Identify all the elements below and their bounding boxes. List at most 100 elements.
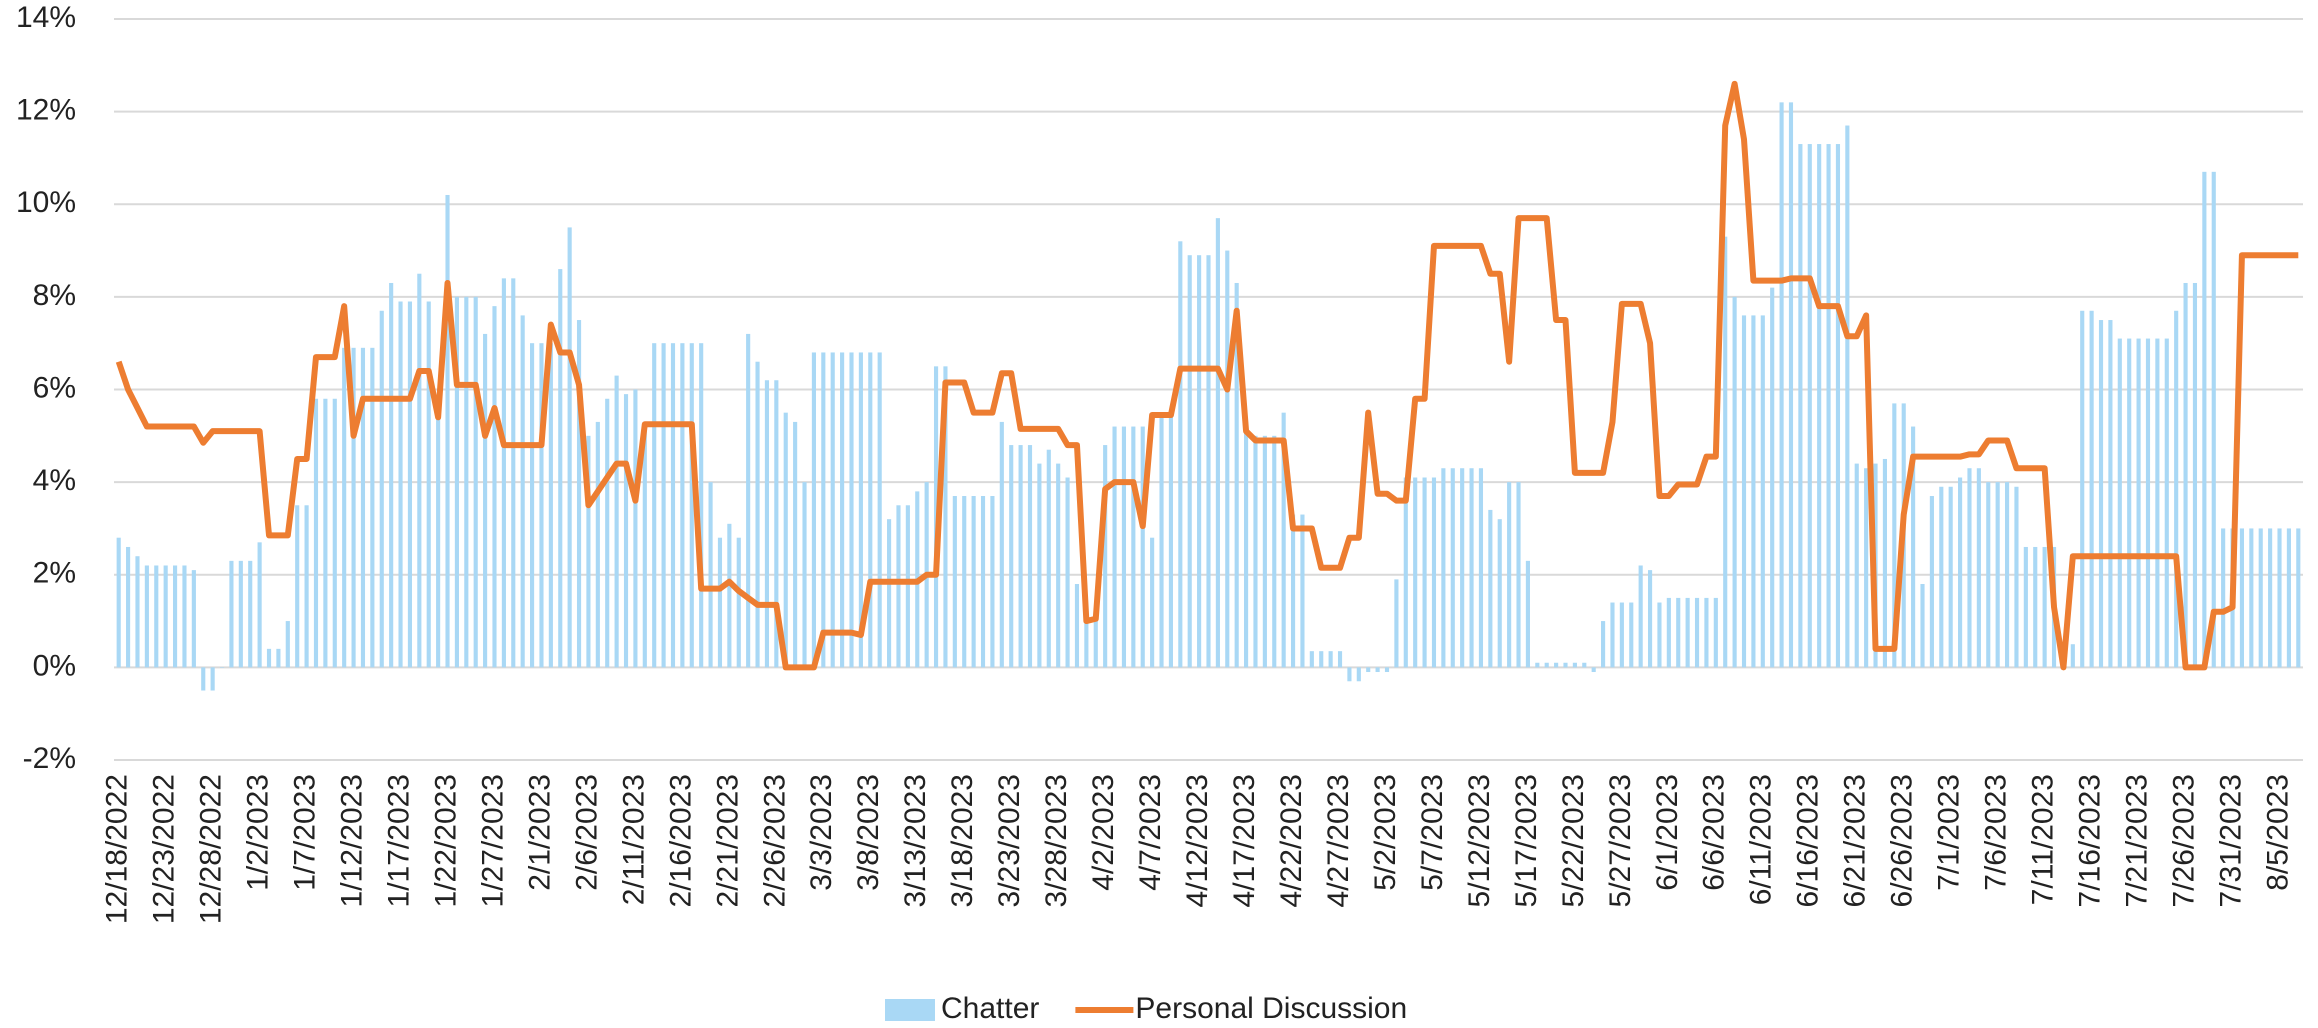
bar xyxy=(746,333,751,668)
x-tick-label: 7/31/2023 xyxy=(2214,774,2247,907)
bar xyxy=(436,412,441,668)
bar xyxy=(999,421,1004,668)
bar xyxy=(1986,482,1991,668)
bar xyxy=(1713,597,1718,668)
x-tick-label: 3/28/2023 xyxy=(1040,774,1073,907)
x-tick-label: 4/22/2023 xyxy=(1275,774,1308,907)
bar xyxy=(1159,412,1164,668)
bar xyxy=(426,301,431,668)
bar xyxy=(473,296,478,668)
bar xyxy=(154,565,159,668)
bar xyxy=(1629,602,1634,668)
bar xyxy=(811,352,816,668)
bar xyxy=(1591,667,1596,673)
bar xyxy=(821,352,826,668)
bar xyxy=(1657,602,1662,668)
bar xyxy=(1704,597,1709,668)
bar xyxy=(2202,171,2207,668)
bar xyxy=(201,667,206,691)
bar xyxy=(2192,282,2198,668)
bar xyxy=(1112,426,1117,668)
bar xyxy=(689,343,694,668)
legend-label: Personal Discussion xyxy=(1135,992,1407,1025)
bar xyxy=(1140,426,1145,668)
bar xyxy=(2004,482,2010,668)
x-tick-label: 1/12/2023 xyxy=(335,774,368,907)
x-tick-label: 7/11/2023 xyxy=(2027,774,2060,905)
bar xyxy=(990,496,995,668)
x-tick-label: 2/11/2023 xyxy=(617,774,650,905)
bar xyxy=(699,343,704,668)
bar xyxy=(952,496,957,668)
bar xyxy=(802,482,807,668)
x-tick-label: 2/1/2023 xyxy=(523,774,556,891)
bar xyxy=(1845,125,1850,668)
bar xyxy=(717,537,723,668)
bar xyxy=(2296,528,2301,668)
bar xyxy=(586,435,591,668)
legend-swatch xyxy=(885,999,935,1021)
bar xyxy=(1197,255,1202,668)
bar xyxy=(1920,584,1925,668)
bar xyxy=(2127,338,2132,668)
y-tick-label: 4% xyxy=(33,464,76,497)
x-tick-label: 4/27/2023 xyxy=(1322,774,1355,907)
x-tick-label: 3/13/2023 xyxy=(899,774,932,907)
bar xyxy=(887,519,892,668)
bar xyxy=(1290,514,1296,668)
bar xyxy=(2108,320,2113,668)
bar xyxy=(1751,315,1756,668)
x-tick-label: 7/6/2023 xyxy=(1980,774,2013,891)
x-tick-label: 4/7/2023 xyxy=(1134,774,1167,891)
bar xyxy=(1084,621,1089,668)
x-tick-label: 2/6/2023 xyxy=(570,774,603,891)
bar xyxy=(614,375,619,668)
y-tick-label: 14% xyxy=(16,1,76,34)
bar xyxy=(1525,560,1530,668)
bar xyxy=(774,380,779,668)
bar xyxy=(1121,426,1127,668)
x-tick-label: 7/21/2023 xyxy=(2121,774,2154,907)
x-tick-label: 1/22/2023 xyxy=(429,774,462,907)
bar xyxy=(1638,565,1643,668)
bar xyxy=(1676,597,1681,668)
bar xyxy=(1554,662,1559,668)
bar xyxy=(2211,171,2216,668)
bar xyxy=(633,389,638,668)
bar xyxy=(389,282,394,668)
bar xyxy=(764,380,770,668)
bar xyxy=(1309,651,1314,668)
bar xyxy=(1460,468,1465,668)
bar xyxy=(182,565,187,668)
bar xyxy=(1619,602,1624,668)
y-tick-label: -2% xyxy=(23,742,76,775)
y-tick-label: 6% xyxy=(33,371,76,404)
bar xyxy=(1046,449,1051,668)
bar xyxy=(1929,496,1934,668)
bar xyxy=(905,505,910,668)
bar xyxy=(1450,468,1455,668)
bar xyxy=(342,347,347,668)
bar xyxy=(1601,621,1606,668)
bar xyxy=(257,542,262,668)
x-tick-label: 6/1/2023 xyxy=(1651,774,1684,891)
bar xyxy=(360,347,366,668)
bar xyxy=(1413,477,1418,668)
bar xyxy=(1516,482,1521,668)
bar xyxy=(1366,667,1371,673)
bar xyxy=(445,194,450,668)
bar xyxy=(2070,644,2075,668)
bar xyxy=(229,560,234,668)
x-tick-label: 7/26/2023 xyxy=(2167,774,2200,907)
bar xyxy=(304,505,309,668)
bar xyxy=(1779,102,1784,668)
bar xyxy=(116,537,121,668)
bar xyxy=(1347,667,1352,682)
bar xyxy=(1563,662,1568,668)
legend-label: Chatter xyxy=(941,992,1039,1025)
x-tick-label: 12/28/2022 xyxy=(195,774,228,924)
bar xyxy=(1497,519,1502,668)
bar xyxy=(1262,435,1267,668)
bar xyxy=(2080,310,2085,668)
bar xyxy=(558,269,563,668)
